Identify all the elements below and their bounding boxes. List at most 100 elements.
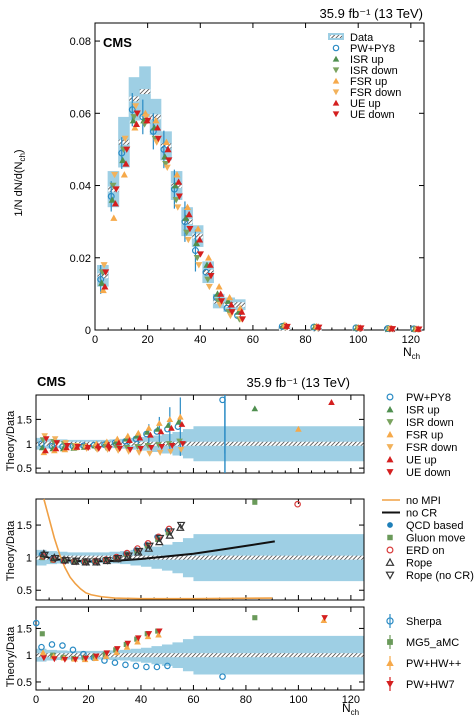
ratio3-marker-pw-hw7 (103, 650, 111, 657)
marker-fsr-down (195, 262, 203, 269)
marker-fsr-down (142, 114, 150, 121)
main-frame (94, 22, 425, 331)
ratio1-legend-marker (386, 430, 394, 438)
marker-isr-down (193, 254, 201, 262)
marker-isr-up (171, 182, 179, 189)
ratio3-xtick-label: 40 (135, 694, 147, 706)
ratio2-marker-rope-no-cr- (103, 557, 112, 565)
ratio2-ylabel: Theory/Data (5, 520, 17, 581)
ratio1-marker-fsr-down (51, 436, 59, 443)
marker-pw-py8 (191, 247, 199, 255)
marker-ue-up (132, 120, 140, 127)
ratio1-marker-ue-down (74, 444, 82, 450)
ratio3-marker-pw-hw7 (40, 655, 48, 662)
cms-label: CMS (103, 35, 132, 50)
ratio3-legend-marker (386, 659, 394, 666)
ratio1-marker-ue-down (53, 440, 61, 447)
marker-fsr-down (174, 204, 182, 211)
data-point (97, 273, 109, 279)
marker-ue-down (165, 157, 173, 164)
marker-fsr-up (162, 138, 170, 146)
ratio1-ylabel: Theory/Data (5, 410, 17, 471)
marker-ue-down (207, 273, 215, 280)
ratio2-legend-label: Gluon move (406, 533, 465, 545)
ratio2-marker-rope (155, 537, 164, 546)
ratio3-xlabel-sub: ch (351, 708, 359, 717)
ratio1-marker-ue-up (157, 428, 165, 435)
legend-label: UE up (350, 98, 381, 110)
ratio2-marker-rope-no-cr- (155, 534, 165, 543)
ratio1-legend-marker (386, 419, 394, 426)
marker-fsr-up (226, 293, 234, 301)
ratio1-ytick-label: 1.5 (17, 414, 32, 426)
ratio1-legend-marker (386, 444, 394, 451)
ratio1-marker-fsr-up (135, 429, 142, 436)
ratio1-legend-marker (386, 393, 394, 401)
ratio3-marker-pw-hw- (144, 633, 152, 640)
ratio3-xtick-label: 20 (82, 694, 94, 706)
ratio3-legend-label: PW+HW++ (406, 658, 461, 670)
ratio-panel-generators: Theory/Data Nch 0 20 40 60 80 100 120 0.5 1 1.5 Sh… (5, 606, 461, 717)
marker-fsr-down (132, 103, 140, 110)
marker-fsr-down (121, 135, 129, 143)
ratio1-marker-ue-up (126, 437, 133, 443)
ratio1-marker-ue-down (84, 445, 92, 451)
ratio1-marker-isr-down (155, 442, 162, 449)
ratio1-marker-isr-up (175, 418, 183, 425)
ratio2-marker-erd-on (102, 556, 110, 563)
svg-text:1/N dN/d(Nch): 1/N dN/d(Nch) (13, 149, 27, 216)
ratio1-marker-ue-down (95, 445, 103, 452)
ratio3-marker-sherpa (111, 659, 119, 666)
marker-fsr-down (111, 171, 119, 179)
ratio1-legend-label: PW+PY8 (406, 392, 451, 404)
ratio3-marker-sherpa (143, 663, 150, 671)
marker-isr-up (129, 116, 137, 124)
marker-ue-down (415, 326, 423, 333)
ratio3-xtick-label: 80 (240, 694, 252, 706)
marker-isr-up (192, 239, 200, 247)
ratio3-marker-pw-hw7 (93, 653, 100, 660)
ratio1-luminosity-label: 35.9 fb⁻¹ (13 TeV) (247, 375, 350, 390)
main-distribution-panel: CMS 35.9 fb⁻¹ (13 TeV) 1/N dN/d(Nch) Nch… (13, 6, 425, 361)
ratio2-marker-rope-no-cr- (134, 547, 144, 556)
legend-label: FSR down (350, 87, 401, 99)
marker-fsr-down (205, 283, 213, 291)
ratio2-legend-marker (387, 522, 393, 528)
legend-data-label: Data (350, 32, 374, 44)
ratio1-marker-isr-down (176, 438, 183, 445)
ratio1-ytick-label: 0.5 (17, 463, 32, 475)
ratio2-data-hatch (36, 555, 364, 560)
ratio1-marker-ue-up (105, 441, 112, 448)
main-ytick-label: 0.04 (70, 181, 91, 193)
ratio3-marker-pw-hw7 (135, 635, 142, 642)
marker-ue-up (154, 124, 162, 131)
ratio1-legend-marker (386, 405, 394, 413)
marker-fsr-up (110, 214, 118, 221)
marker-ue-up (206, 261, 214, 268)
ratio3-xtick-label: 0 (33, 694, 39, 706)
marker-ue-down (123, 146, 131, 153)
ratio1-marker-ue-up (52, 445, 60, 452)
legend-label: ISR down (350, 65, 398, 77)
ratio2-marker-rope-no-cr- (166, 528, 175, 537)
ratio3-marker-sherpa (59, 642, 66, 649)
ratio1-marker-ue-down (63, 443, 71, 449)
ratio3-marker-pw-hw7 (51, 656, 58, 663)
data-point (129, 96, 140, 102)
ratio1-legend-label: UE up (406, 455, 437, 467)
main-ylabel-text: 1/N dN/d(N (13, 162, 25, 217)
ratio3-marker-sherpa (164, 662, 171, 670)
marker-ue-down (228, 309, 236, 316)
ratio2-marker-rope-no-cr- (82, 558, 91, 567)
main-xtick-label: 40 (194, 334, 206, 346)
marker-ue-down (389, 326, 397, 333)
ratio1-ytick-label: 1 (26, 439, 32, 451)
marker-fsr-up (205, 254, 213, 261)
ratio1-marker-ue-up (147, 431, 154, 438)
main-xtick-label: 80 (299, 334, 311, 346)
main-xtick-label: 100 (349, 334, 367, 346)
ratio3-legend-marker (387, 639, 393, 645)
marker-ue-down (217, 298, 226, 305)
ratio2-marker-rope-no-cr- (176, 521, 186, 530)
ratio1-marker-ue-up (168, 424, 175, 431)
